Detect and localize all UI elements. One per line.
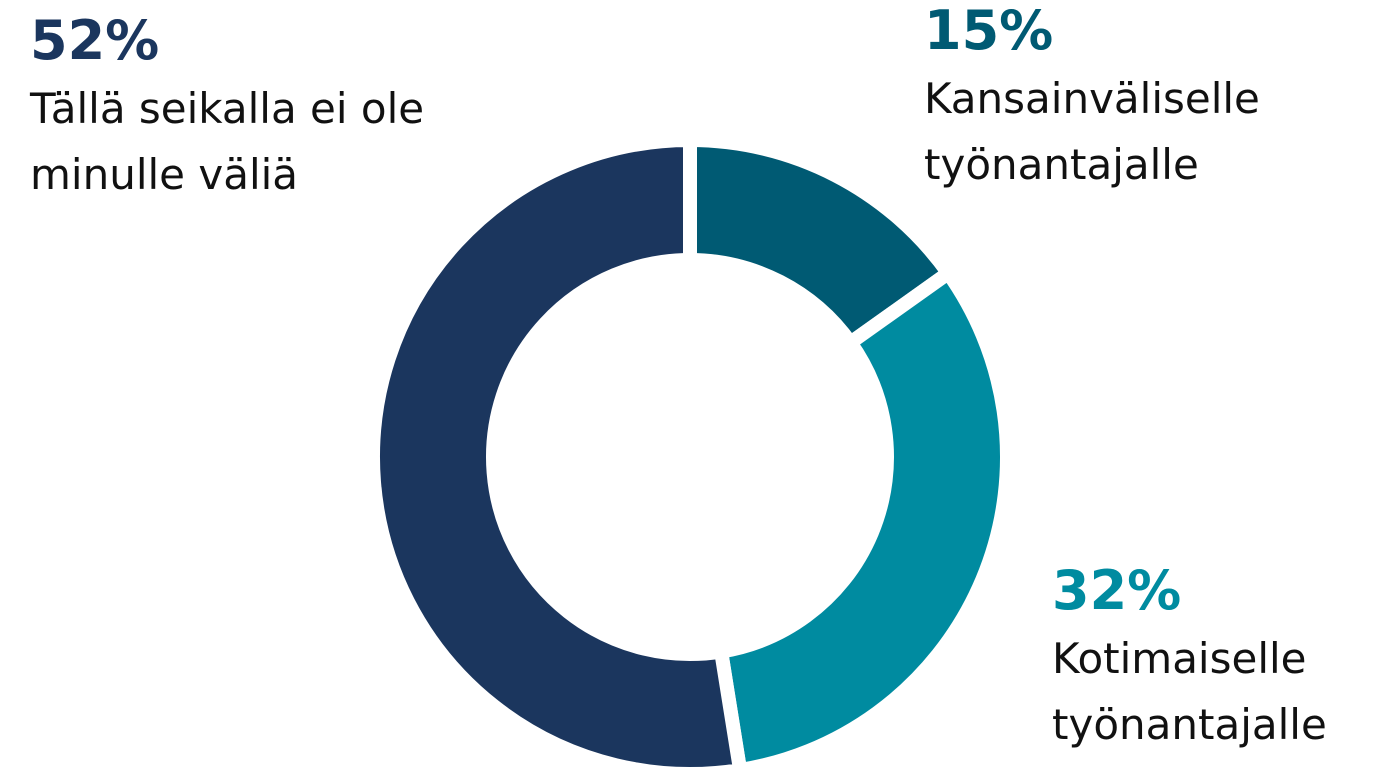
donut-segment (366, 132, 748, 773)
category-label: Kansainväliselle työnantajalle (924, 74, 1260, 189)
value-label: 32% (1052, 559, 1182, 622)
category-label: Kotimaiselle työnantajalle (1052, 634, 1327, 749)
label-group: 32% Kotimaiselle työnantajalle (1052, 556, 1377, 758)
value-label: 15% (924, 0, 1054, 62)
label-group: 52% Tällä seikalla ei ole minulle väliä (30, 6, 450, 208)
value-label: 52% (30, 9, 160, 72)
label-group: 15% Kansainväliselle työnantajalle (924, 0, 1344, 198)
donut-segment (713, 263, 1014, 773)
category-label: Tällä seikalla ei ole minulle väliä (30, 84, 425, 199)
